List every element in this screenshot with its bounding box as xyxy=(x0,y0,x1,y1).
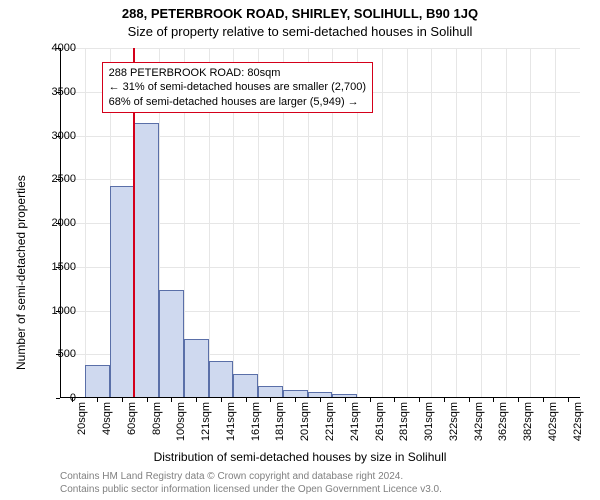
x-gridline xyxy=(506,48,507,398)
x-tick-label: 362sqm xyxy=(497,402,509,441)
x-gridline xyxy=(382,48,383,398)
x-tick-mark xyxy=(97,398,98,402)
x-tick-mark xyxy=(518,398,519,402)
x-tick-mark xyxy=(419,398,420,402)
x-tick-label: 241sqm xyxy=(349,402,361,441)
x-gridline xyxy=(456,48,457,398)
x-tick-mark xyxy=(493,398,494,402)
chart-title-subtitle: Size of property relative to semi-detach… xyxy=(0,24,600,39)
x-tick-mark xyxy=(543,398,544,402)
x-tick-label: 40sqm xyxy=(101,402,113,435)
histogram-bar xyxy=(134,123,159,398)
annotation-line-1: 288 PETERBROOK ROAD: 80sqm xyxy=(109,66,366,80)
x-tick-label: 121sqm xyxy=(200,402,212,441)
x-tick-label: 342sqm xyxy=(473,402,485,441)
histogram-bar xyxy=(209,361,234,398)
x-tick-mark xyxy=(295,398,296,402)
x-gridline xyxy=(555,48,556,398)
x-tick-label: 181sqm xyxy=(274,402,286,441)
x-tick-mark xyxy=(345,398,346,402)
x-tick-mark xyxy=(320,398,321,402)
histogram-bar xyxy=(233,374,258,398)
x-gridline xyxy=(407,48,408,398)
credits-line-2: Contains public sector information licen… xyxy=(60,484,580,497)
histogram-bar xyxy=(110,186,135,398)
x-gridline xyxy=(481,48,482,398)
credits-text: Contains HM Land Registry data © Crown c… xyxy=(60,471,580,496)
x-tick-label: 161sqm xyxy=(250,402,262,441)
x-gridline xyxy=(431,48,432,398)
x-tick-label: 422sqm xyxy=(572,402,584,441)
chart-title-address: 288, PETERBROOK ROAD, SHIRLEY, SOLIHULL,… xyxy=(0,6,600,21)
y-tick-label: 500 xyxy=(58,348,76,360)
y-tick-label: 3000 xyxy=(52,130,76,142)
x-tick-label: 281sqm xyxy=(398,402,410,441)
x-tick-mark xyxy=(147,398,148,402)
x-tick-mark xyxy=(221,398,222,402)
y-axis-label: Number of semi-detached properties xyxy=(14,175,28,370)
plot-area: 288 PETERBROOK ROAD: 80sqm← 31% of semi-… xyxy=(60,48,580,398)
y-tick-label: 3500 xyxy=(52,86,76,98)
x-tick-mark xyxy=(394,398,395,402)
x-tick-mark xyxy=(196,398,197,402)
y-tick-label: 2000 xyxy=(52,217,76,229)
x-tick-mark xyxy=(171,398,172,402)
credits-line-1: Contains HM Land Registry data © Crown c… xyxy=(60,471,580,484)
x-tick-mark xyxy=(246,398,247,402)
y-tick-label: 2500 xyxy=(52,173,76,185)
annotation-line-3: 68% of semi-detached houses are larger (… xyxy=(109,95,366,109)
x-tick-mark xyxy=(270,398,271,402)
x-tick-label: 402sqm xyxy=(547,402,559,441)
x-tick-label: 221sqm xyxy=(324,402,336,441)
x-tick-label: 382sqm xyxy=(522,402,534,441)
y-tick-mark xyxy=(56,398,60,399)
histogram-bar xyxy=(184,339,209,399)
y-tick-label: 1000 xyxy=(52,305,76,317)
x-tick-mark xyxy=(122,398,123,402)
x-tick-label: 100sqm xyxy=(175,402,187,441)
x-tick-label: 141sqm xyxy=(225,402,237,441)
histogram-bar xyxy=(85,365,110,398)
x-tick-label: 301sqm xyxy=(423,402,435,441)
chart-container: 288, PETERBROOK ROAD, SHIRLEY, SOLIHULL,… xyxy=(0,0,600,500)
x-tick-label: 201sqm xyxy=(299,402,311,441)
x-tick-label: 60sqm xyxy=(126,402,138,435)
x-tick-label: 20sqm xyxy=(76,402,88,435)
y-tick-label: 1500 xyxy=(52,261,76,273)
x-tick-label: 322sqm xyxy=(448,402,460,441)
x-tick-label: 80sqm xyxy=(151,402,163,435)
x-tick-label: 261sqm xyxy=(374,402,386,441)
x-tick-mark xyxy=(72,398,73,402)
y-gridline xyxy=(60,48,580,49)
x-axis-label: Distribution of semi-detached houses by … xyxy=(0,450,600,464)
x-tick-mark xyxy=(370,398,371,402)
annotation-line-2: ← 31% of semi-detached houses are smalle… xyxy=(109,80,366,94)
histogram-bar xyxy=(159,290,184,398)
x-tick-mark xyxy=(568,398,569,402)
annotation-box: 288 PETERBROOK ROAD: 80sqm← 31% of semi-… xyxy=(102,62,373,113)
x-gridline xyxy=(85,48,86,398)
x-gridline xyxy=(530,48,531,398)
y-tick-label: 4000 xyxy=(52,42,76,54)
x-tick-mark xyxy=(469,398,470,402)
x-tick-mark xyxy=(444,398,445,402)
